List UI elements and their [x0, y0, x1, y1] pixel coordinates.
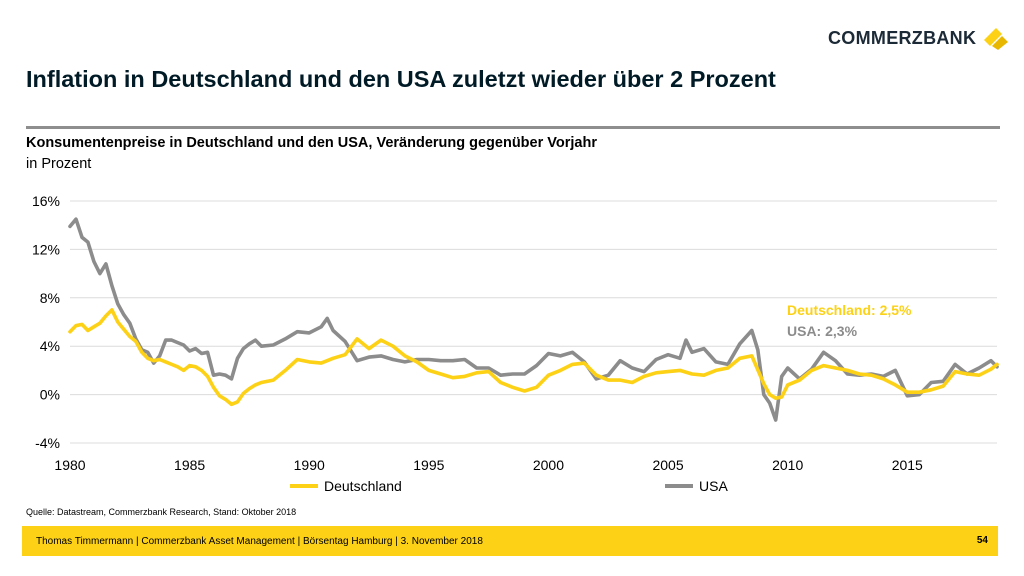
- legend-label-deutschland: Deutschland: [324, 478, 402, 494]
- series-line-deutschland: [68, 308, 999, 407]
- x-tick-label: 1990: [294, 457, 325, 473]
- x-tick-label: 2005: [652, 457, 683, 473]
- y-tick-label: 0%: [40, 387, 60, 403]
- footer-text: Thomas Timmermann | Commerzbank Asset Ma…: [36, 536, 483, 547]
- x-tick-label: 2010: [772, 457, 803, 473]
- x-tick-label: 2015: [892, 457, 923, 473]
- legend-label-usa: USA: [699, 478, 728, 494]
- logo-text: COMMERZBANK: [828, 27, 977, 48]
- commerzbank-ribbon-icon: [984, 28, 1009, 50]
- footer-bar: Thomas Timmermann | Commerzbank Asset Ma…: [22, 526, 998, 556]
- annotation-usa: USA: 2,3%: [787, 323, 858, 339]
- commerzbank-logo: COMMERZBANK: [828, 26, 1010, 50]
- y-tick-label: 16%: [32, 193, 60, 209]
- y-tick-label: 12%: [32, 241, 60, 257]
- y-tick-label: 4%: [40, 338, 60, 354]
- page-title: Inflation in Deutschland und den USA zul…: [26, 66, 776, 92]
- x-tick-label: 1980: [54, 457, 85, 473]
- x-tick-label: 1995: [413, 457, 444, 473]
- title-divider: [26, 126, 1000, 129]
- annotation-deutschland: Deutschland: 2,5%: [787, 302, 912, 318]
- source-note: Quelle: Datastream, Commerzbank Research…: [26, 507, 297, 517]
- y-tick-label: 8%: [40, 290, 60, 306]
- x-tick-label: 1985: [174, 457, 205, 473]
- y-tick-label: -4%: [35, 435, 60, 451]
- chart-unit: in Prozent: [26, 156, 92, 172]
- page-number: 54: [976, 535, 988, 546]
- x-tick-label: 2000: [533, 457, 564, 473]
- chart-subtitle: Konsumentenpreise in Deutschland und den…: [26, 135, 597, 151]
